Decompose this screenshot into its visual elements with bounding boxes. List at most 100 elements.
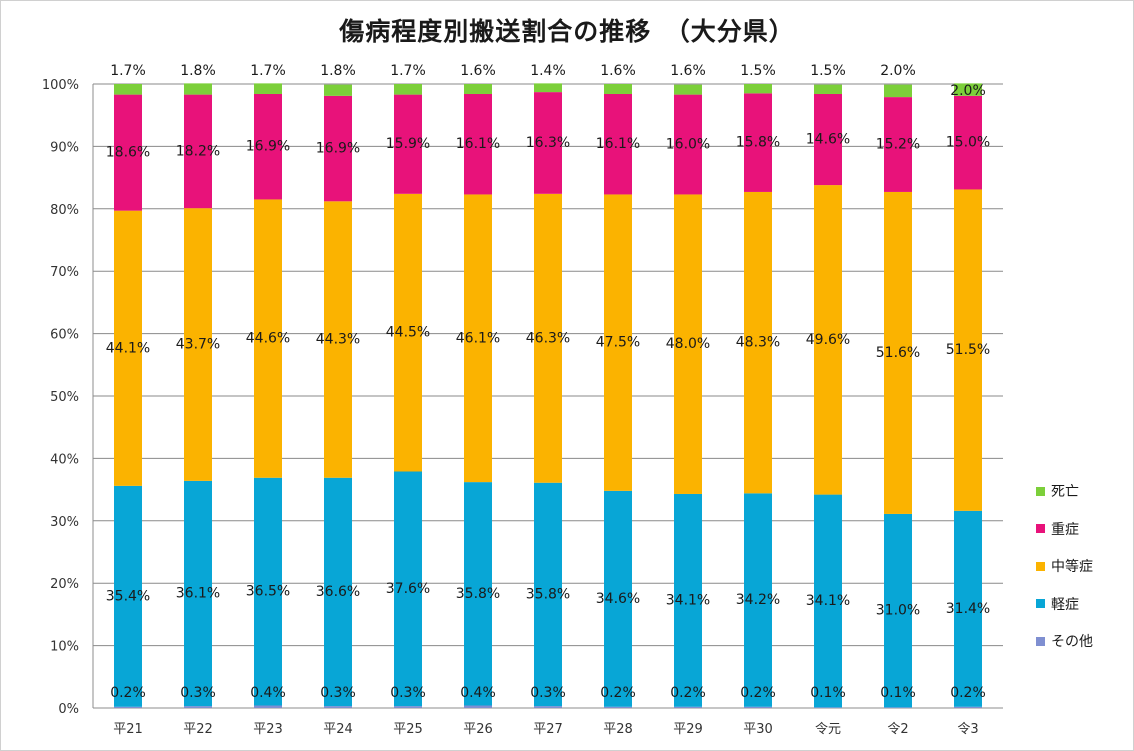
bar-segment-その他 xyxy=(254,705,282,708)
data-label-その他: 0.2% xyxy=(670,685,706,701)
bar-segment-重症 xyxy=(394,94,422,194)
data-label-軽症: 34.1% xyxy=(666,592,710,608)
data-label-重症: 16.1% xyxy=(596,136,640,152)
data-label-重症: 15.8% xyxy=(736,135,780,151)
chart-title: 傷病程度別搬送割合の推移 （大分県） xyxy=(339,17,795,46)
data-label-重症: 18.2% xyxy=(176,143,220,159)
bar-segment-軽症 xyxy=(674,493,702,707)
bar-segment-その他 xyxy=(884,707,912,708)
data-label-死亡: 2.0% xyxy=(880,63,916,79)
legend-item: 重症 xyxy=(1036,520,1093,538)
y-tick-label: 50% xyxy=(50,390,79,405)
data-label-その他: 0.3% xyxy=(180,685,216,701)
bar-segment-中等症 xyxy=(324,201,352,478)
bar-segment-死亡 xyxy=(394,84,422,95)
x-tick-label: 令3 xyxy=(957,722,978,737)
bar-segment-死亡 xyxy=(184,83,212,95)
bar-segment-中等症 xyxy=(464,194,492,483)
data-label-中等症: 46.3% xyxy=(526,330,570,346)
data-label-中等症: 47.5% xyxy=(596,335,640,351)
bar-segment-死亡 xyxy=(254,83,282,94)
data-label-軽症: 34.6% xyxy=(596,591,640,607)
bar-segment-中等症 xyxy=(254,199,282,478)
legend-item: 軽症 xyxy=(1036,595,1093,613)
bar-segment-死亡 xyxy=(534,83,562,93)
bar-segment-死亡 xyxy=(604,84,632,94)
bar-segment-中等症 xyxy=(884,191,912,514)
chart-legend: 死亡重症中等症軽症その他 xyxy=(1036,482,1093,670)
bar-segment-重症 xyxy=(254,93,282,200)
bar-segment-その他 xyxy=(114,706,142,708)
bar-segment-軽症 xyxy=(394,471,422,707)
legend-swatch xyxy=(1036,524,1045,533)
bar-segment-重症 xyxy=(534,92,562,194)
data-label-その他: 0.2% xyxy=(110,685,146,701)
data-label-中等症: 46.1% xyxy=(456,330,500,346)
data-label-軽症: 36.1% xyxy=(176,585,220,601)
bar-segment-軽症 xyxy=(324,477,352,707)
bar-segment-中等症 xyxy=(954,189,982,511)
legend-swatch xyxy=(1036,486,1045,496)
y-tick-label: 20% xyxy=(50,577,79,592)
data-label-軽症: 31.4% xyxy=(946,601,990,617)
bar-segment-その他 xyxy=(814,707,842,708)
bar-segment-死亡 xyxy=(464,84,492,94)
x-tick-label: 令元 xyxy=(815,722,841,737)
legend-item: 中等症 xyxy=(1036,557,1093,575)
legend-label: その他 xyxy=(1051,634,1093,650)
data-label-軽症: 35.4% xyxy=(106,588,150,604)
bar-segment-その他 xyxy=(324,706,352,708)
bar-segment-軽症 xyxy=(884,513,912,708)
data-label-中等症: 48.3% xyxy=(736,335,780,351)
data-label-その他: 0.2% xyxy=(600,685,636,701)
bar-segment-重症 xyxy=(744,93,772,192)
data-label-死亡: 1.7% xyxy=(390,63,426,79)
data-label-軽症: 31.0% xyxy=(876,603,920,619)
legend-swatch xyxy=(1036,561,1045,571)
data-label-その他: 0.3% xyxy=(530,685,566,701)
data-label-中等症: 51.6% xyxy=(876,345,920,361)
data-label-中等症: 44.3% xyxy=(316,332,360,348)
bar-segment-軽症 xyxy=(534,482,562,707)
x-tick-label: 平21 xyxy=(113,722,143,737)
bar-segment-死亡 xyxy=(674,84,702,95)
legend-label: 軽症 xyxy=(1051,596,1079,613)
data-label-死亡: 1.6% xyxy=(670,63,706,79)
x-tick-label: 平30 xyxy=(743,722,773,737)
data-label-重症: 16.9% xyxy=(316,141,360,157)
data-label-死亡: 1.8% xyxy=(320,63,356,79)
data-label-その他: 0.1% xyxy=(810,685,846,701)
data-label-死亡: 1.7% xyxy=(110,63,146,79)
data-label-その他: 0.2% xyxy=(740,685,776,701)
bar-segment-軽症 xyxy=(814,494,842,708)
y-tick-label: 60% xyxy=(50,328,79,343)
bar-segment-軽症 xyxy=(184,480,212,707)
data-label-軽症: 34.2% xyxy=(736,592,780,608)
bar-segment-重症 xyxy=(814,93,842,186)
data-label-その他: 0.2% xyxy=(950,685,986,701)
bar-segment-その他 xyxy=(464,705,492,708)
data-label-軽症: 36.5% xyxy=(246,584,290,600)
x-tick-label: 令2 xyxy=(887,722,908,737)
bar-segment-中等症 xyxy=(114,210,142,486)
bar-segment-重症 xyxy=(604,93,632,195)
x-tick-label: 平24 xyxy=(323,722,353,737)
bar-segment-重症 xyxy=(464,93,492,195)
legend-swatch xyxy=(1036,599,1045,608)
bar-segment-中等症 xyxy=(184,208,212,481)
data-label-中等症: 44.6% xyxy=(246,331,290,347)
data-label-重症: 16.1% xyxy=(456,136,500,152)
data-label-重症: 16.0% xyxy=(666,137,710,153)
data-label-重症: 14.6% xyxy=(806,132,850,148)
bar-segment-中等症 xyxy=(534,193,562,483)
bar-segment-重症 xyxy=(184,94,212,209)
bar-segment-重症 xyxy=(884,97,912,192)
data-label-重症: 16.9% xyxy=(246,139,290,155)
bar-segment-軽症 xyxy=(254,477,282,706)
bar-segment-重症 xyxy=(954,95,982,190)
data-label-死亡: 1.4% xyxy=(530,63,566,79)
bar-segment-軽症 xyxy=(114,485,142,707)
bar-segment-軽症 xyxy=(744,493,772,707)
bar-segment-重症 xyxy=(324,95,352,202)
legend-item: 死亡 xyxy=(1036,482,1093,500)
